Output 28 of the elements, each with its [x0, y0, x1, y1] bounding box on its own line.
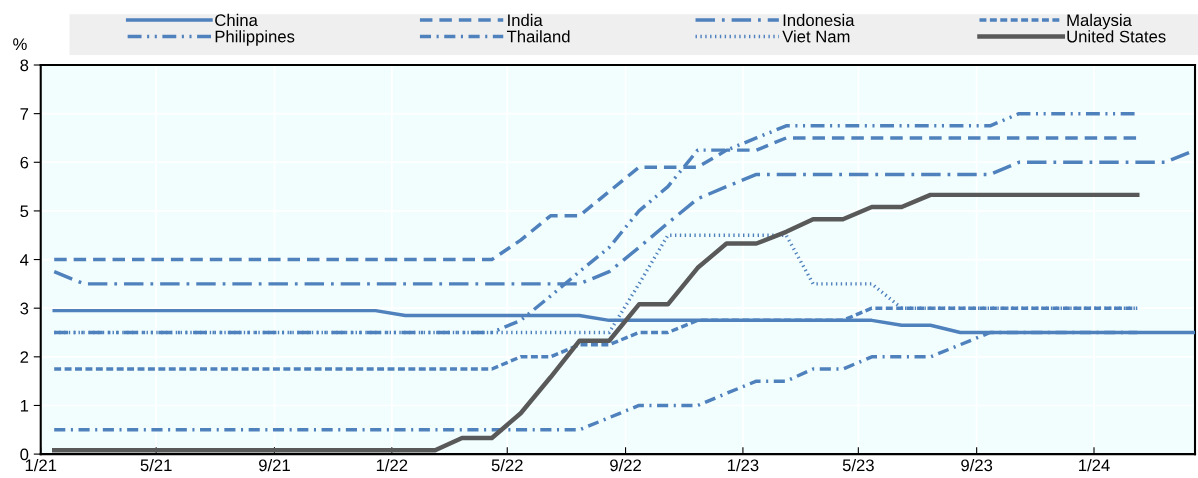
x-tick-label: 9/21	[259, 458, 290, 472]
y-tick-label: 3	[20, 302, 29, 315]
x-tick-label: 1/23	[727, 458, 759, 472]
y-tick-label: 4	[20, 254, 29, 266]
x-tick-label: 5/23	[842, 458, 874, 472]
y-tick-label: 1	[20, 400, 29, 412]
x-tick-label: 1/22	[376, 458, 408, 472]
y-tick-label: 7	[20, 108, 29, 120]
legend-label: China	[215, 13, 258, 27]
x-tick-label: 1/24	[1079, 458, 1110, 472]
x-tick-label: 5/21	[140, 458, 172, 472]
x-tick-label: 1/21	[25, 458, 57, 472]
legend-label: Philippines	[215, 30, 295, 46]
x-tick-label: 9/22	[610, 458, 641, 472]
y-tick-label: 8	[20, 59, 29, 72]
legend-label: Viet Nam	[782, 30, 850, 43]
legend-label: Indonesia	[783, 13, 855, 27]
y-tick-label: 5	[20, 205, 29, 218]
legend-label: Malaysia	[1067, 13, 1132, 30]
y-tick-label: 6	[20, 156, 29, 169]
y-tick-label: 2	[20, 351, 29, 363]
y-tick-label: 0	[20, 448, 29, 461]
y-axis-title: %	[13, 38, 27, 50]
legend-label: Thailand	[506, 30, 570, 43]
x-tick-label: 9/23	[961, 458, 993, 472]
x-tick-label: 5/22	[491, 458, 523, 472]
legend-label: India	[508, 13, 543, 27]
legend-label: United States	[1067, 30, 1166, 43]
